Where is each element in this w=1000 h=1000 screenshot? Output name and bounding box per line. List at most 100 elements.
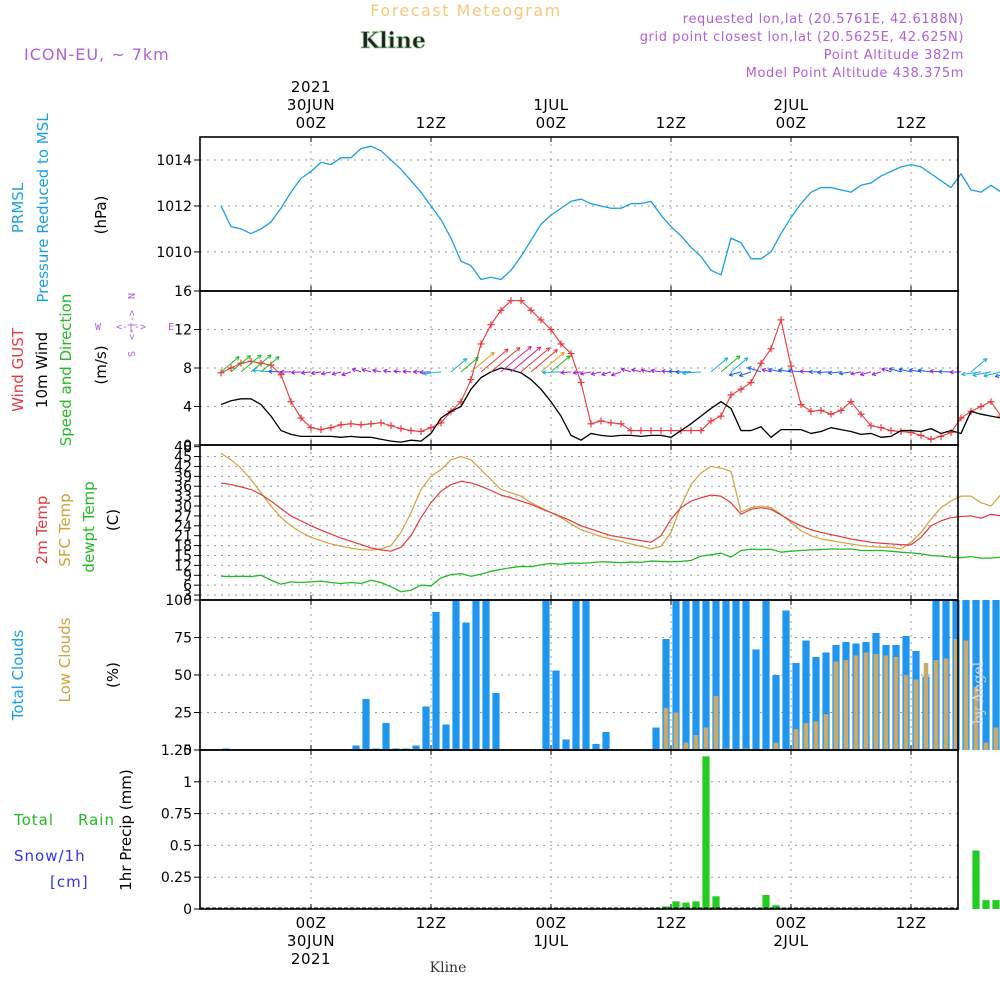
wind-arrow (260, 356, 280, 373)
wind-arrow (828, 371, 842, 374)
wind-arrow-head (383, 368, 388, 372)
panel-frame-temp (199, 444, 959, 601)
precip-tick-label: 0.75 (161, 807, 192, 823)
precip-tick-label: 0.25 (161, 870, 192, 886)
wind-arrow (331, 371, 342, 375)
wind-arrow-head (560, 372, 565, 375)
total-cloud-bar (682, 600, 690, 750)
precip-unit: 1hr Precip (mm) (117, 769, 135, 890)
wind-arrow-head (237, 356, 240, 361)
wind-arrow-head (788, 368, 793, 371)
low-cloud-bar (713, 696, 719, 750)
clouds-tick-label: 75 (174, 631, 192, 647)
wind-arrow-head (402, 369, 407, 372)
wind-arrow-head (579, 371, 584, 375)
wind-arrow (341, 371, 352, 376)
top-axis-label: 30JUN (287, 96, 335, 114)
pressure-tick-label: 1012 (156, 199, 192, 215)
bottom-axis-label: 00Z (296, 914, 327, 932)
low-cloud-bar (863, 652, 869, 750)
clouds-tick-label: 50 (174, 668, 192, 684)
wind-arrow-head (476, 357, 479, 362)
total-cloud-bar (572, 600, 580, 750)
precip-rain-label: Rain (78, 811, 115, 829)
wind-arrow-head (838, 370, 843, 375)
model-altitude: Model Point Altitude 438.375m (746, 66, 964, 81)
wind-arrow (500, 346, 532, 373)
panel-frame-precip (199, 749, 959, 910)
wind-arrow-head (545, 347, 550, 350)
wind-arrow-head (675, 371, 680, 375)
total-cloud-bar (772, 675, 780, 750)
wind-arrow-head (352, 367, 357, 370)
precip-bar (672, 901, 680, 909)
wind-arrow-head (555, 349, 558, 354)
low-cloud-bar (943, 658, 949, 750)
total-cloud-bar (382, 723, 390, 750)
wind-arrow-head (492, 352, 495, 357)
clouds-tick-label: 0 (183, 743, 192, 759)
watermark: by Angel (971, 661, 987, 724)
t2m-label: 2m Temp (33, 496, 51, 565)
bottom-axis-label: 12Z (656, 914, 687, 932)
wind-arrow (611, 371, 622, 376)
wind-arrow-head (983, 375, 988, 378)
wind-arrow (621, 368, 632, 373)
wind-arrow-head (747, 366, 752, 369)
wind-arrow (640, 369, 652, 373)
wind-arrow (710, 357, 729, 373)
wind-arrow (898, 368, 912, 373)
wind-arrow-head (668, 369, 673, 372)
total-cloud-bar (492, 693, 500, 750)
wind-dir-label: Speed and Direction (57, 294, 75, 447)
wind-arrow-head (516, 346, 521, 349)
pressure-tick-label: 1014 (156, 153, 192, 169)
wind-arrow-head (321, 371, 325, 375)
wind-arrow-head (739, 375, 744, 378)
wind-arrow (817, 371, 832, 374)
wind-arrow (995, 374, 1000, 378)
compass-e: E (168, 322, 174, 333)
wind-arrow (729, 371, 742, 376)
wind-tick-label: 4 (183, 400, 192, 416)
wind-arrow-head (275, 356, 280, 358)
total-cloud-bar (542, 600, 550, 750)
wind-arrow-head (562, 352, 565, 357)
wind-arrow-head (983, 373, 988, 377)
total-cloud-bar (712, 600, 720, 750)
temp-tick-label: 21 (174, 529, 192, 545)
wind-arrow-head (761, 369, 766, 373)
wind-arrow-head (761, 367, 766, 370)
wind-arrow-head (736, 355, 741, 358)
wind-arrow-head (788, 370, 792, 374)
total-cloud-bar (422, 706, 430, 750)
wind-arrow (860, 371, 872, 376)
low-cloud-bar (853, 655, 859, 750)
wind-arrow-head (235, 356, 240, 358)
wind-arrow-head (267, 354, 272, 357)
total-cloud-bar (562, 739, 570, 750)
wind-arrow-head (839, 373, 844, 376)
total-cloud-bar (462, 622, 470, 750)
low-cloud-bar (963, 640, 969, 750)
pressure-tick-label: 1010 (156, 245, 192, 261)
wind-arrow (510, 346, 542, 373)
temp-tick-label: 18 (174, 539, 192, 555)
wind-arrow-head (995, 376, 1000, 378)
wind-arrow-head (650, 370, 655, 374)
precip-tick-label: 0.5 (170, 838, 192, 854)
wind-arrow-head (872, 374, 877, 376)
wind-arrow-head (252, 368, 257, 371)
wind-arrow (917, 369, 932, 373)
wind-arrow-head (280, 371, 285, 375)
wind-arrow (550, 355, 571, 373)
wind-arrow-head (850, 373, 855, 376)
clouds-tick-label: 100 (165, 593, 192, 609)
total-cloud-bar (672, 600, 680, 750)
wind-arrow-head (799, 369, 804, 372)
wind-arrow (572, 371, 582, 374)
wind-arrow-head (661, 370, 666, 374)
total-cloud-bar (482, 600, 490, 750)
compass-rose: N <-|-> S W <-|-> E (95, 293, 174, 357)
precip-tick-label: 0 (183, 902, 192, 918)
